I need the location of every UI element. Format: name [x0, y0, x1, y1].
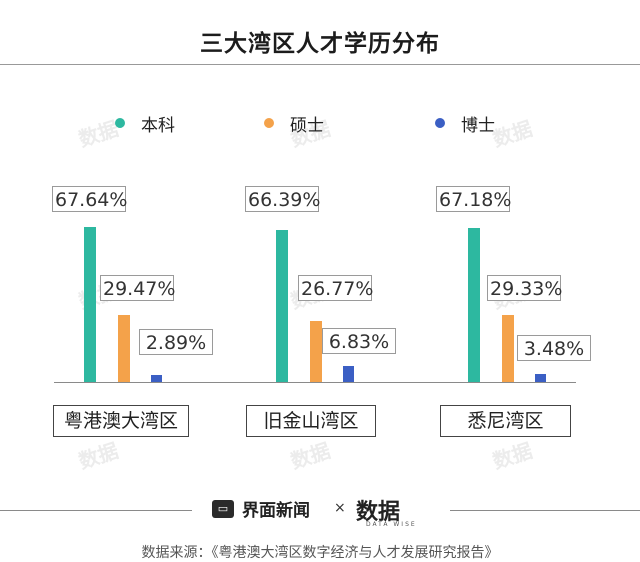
footer-divider — [450, 510, 640, 511]
chart-title: 三大湾区人才学历分布 — [200, 31, 440, 57]
category-label: 悉尼湾区 — [440, 405, 571, 437]
bar-2-0 — [468, 228, 480, 382]
legend-item-bachelor: 本科 — [115, 111, 175, 136]
category-label: 旧金山湾区 — [246, 405, 376, 437]
footer-times: × — [334, 500, 346, 516]
bar-0-2 — [151, 375, 162, 382]
legend-swatch — [115, 118, 125, 128]
legend-item-master: 硕士 — [264, 111, 324, 136]
footer-brand-jiemian: ▭ 界面新闻 — [212, 496, 310, 521]
x-axis-baseline — [54, 382, 576, 383]
data-label: 66.39% — [245, 186, 320, 212]
data-label: 29.33% — [487, 275, 562, 301]
legend-swatch — [435, 118, 445, 128]
data-source: 数据来源：《粤港澳大湾区数字经济与人才发展研究报告》 — [141, 545, 499, 561]
watermark: 数据 — [287, 438, 334, 474]
data-label: 29.47% — [100, 275, 175, 301]
footer-divider — [0, 510, 192, 511]
footer-brand-datawise-sub: DATA WISE — [366, 521, 417, 528]
title-divider — [0, 64, 640, 65]
watermark: 数据 — [75, 438, 122, 474]
legend-label: 博士 — [461, 115, 495, 136]
bar-1-1 — [310, 320, 322, 382]
data-label: 3.48% — [517, 335, 591, 361]
legend-swatch — [264, 118, 274, 128]
data-label: 2.89% — [139, 329, 213, 355]
legend-item-phd: 博士 — [435, 111, 495, 136]
category-label: 粤港澳大湾区 — [53, 405, 189, 437]
bar-1-0 — [276, 230, 288, 382]
bar-0-1 — [118, 314, 130, 382]
watermark: 数据 — [489, 116, 536, 152]
jiemian-logo-icon: ▭ — [212, 499, 234, 518]
bar-0-0 — [84, 227, 96, 382]
legend-label: 本科 — [141, 115, 175, 136]
bar-2-1 — [502, 314, 514, 382]
data-label: 67.18% — [436, 186, 511, 212]
data-label: 6.83% — [322, 328, 396, 354]
watermark: 数据 — [489, 438, 536, 474]
footer-brand1-label: 界面新闻 — [242, 501, 310, 521]
bar-2-2 — [535, 374, 546, 382]
data-label: 26.77% — [298, 275, 373, 301]
bar-1-2 — [343, 366, 354, 382]
legend-label: 硕士 — [290, 115, 324, 136]
footer-brand-datawise: 数据 — [356, 500, 401, 525]
data-label: 67.64% — [52, 186, 127, 212]
